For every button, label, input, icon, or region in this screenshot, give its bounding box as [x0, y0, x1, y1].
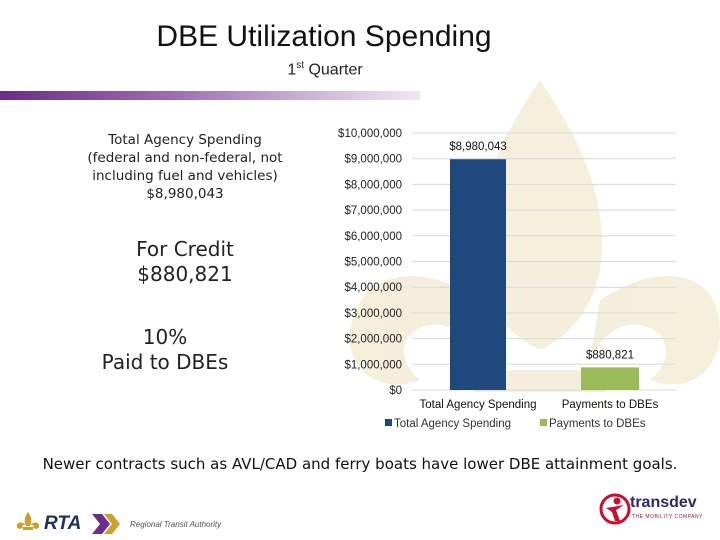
total-spending-amount: $8,980,043 — [146, 186, 224, 202]
rta-wordmark: RTA — [44, 513, 82, 534]
total-spending-line-2: (federal and non-federal, not — [87, 150, 283, 166]
y-tick-label: $0 — [389, 385, 402, 397]
chevron-arrows-icon — [92, 514, 120, 534]
bar — [450, 159, 506, 390]
subtitle-text: Quarter — [304, 61, 363, 79]
x-category-label: Payments to DBEs — [562, 399, 659, 411]
y-tick-label: $3,000,000 — [344, 308, 402, 320]
footer-note: Newer contracts such as AVL/CAD and ferr… — [42, 455, 678, 473]
legend-label: Total Agency Spending — [394, 418, 511, 430]
fleur-de-lis-icon — [16, 512, 40, 530]
slide-title: DBE Utilization Spending — [156, 20, 492, 53]
y-tick-label: $9,000,000 — [344, 154, 402, 166]
y-tick-label: $7,000,000 — [344, 205, 402, 217]
paid-label: Paid to DBEs — [101, 350, 229, 374]
paid-percent: 10% — [142, 325, 188, 349]
transdev-logo: transdev THE MOBILITY COMPANY — [598, 492, 708, 532]
x-category-label: Total Agency Spending — [419, 399, 536, 411]
y-tick-label: $4,000,000 — [344, 282, 402, 294]
bar-data-label: $8,980,043 — [449, 141, 507, 153]
rta-logo: RTA Regional Transit Authority — [14, 510, 234, 540]
total-spending-line-1: Total Agency Spending — [108, 132, 262, 148]
total-spending-summary: Total Agency Spending (federal and non-f… — [80, 131, 290, 203]
slide-subtitle: 1st Quarter — [0, 60, 650, 79]
transdev-tagline: THE MOBILITY COMPANY — [632, 514, 703, 520]
legend-swatch — [540, 419, 547, 426]
y-tick-label: $6,000,000 — [344, 231, 402, 243]
y-tick-label: $10,000,000 — [338, 128, 402, 140]
legend-swatch — [385, 419, 392, 426]
bar-data-label: $880,821 — [586, 349, 634, 361]
legend-label: Payments to DBEs — [549, 418, 646, 430]
total-spending-line-3: including fuel and vehicles) — [92, 168, 278, 184]
transdev-person-icon — [599, 493, 631, 525]
bar — [581, 367, 639, 390]
y-tick-label: $5,000,000 — [344, 257, 402, 269]
credit-amount: $880,821 — [137, 262, 233, 286]
y-tick-label: $8,000,000 — [344, 179, 402, 191]
rta-full-name: Regional Transit Authority — [130, 520, 222, 529]
subtitle-number: 1 — [287, 61, 297, 79]
paid-summary: 10% Paid to DBEs — [90, 325, 240, 375]
credit-label: For Credit — [136, 237, 234, 261]
accent-rule — [0, 91, 420, 100]
credit-summary: For Credit $880,821 — [110, 237, 260, 287]
subtitle-ordinal: st — [296, 60, 304, 71]
y-tick-label: $1,000,000 — [344, 359, 402, 371]
y-tick-label: $2,000,000 — [344, 334, 402, 346]
transdev-wordmark: transdev — [630, 494, 697, 511]
